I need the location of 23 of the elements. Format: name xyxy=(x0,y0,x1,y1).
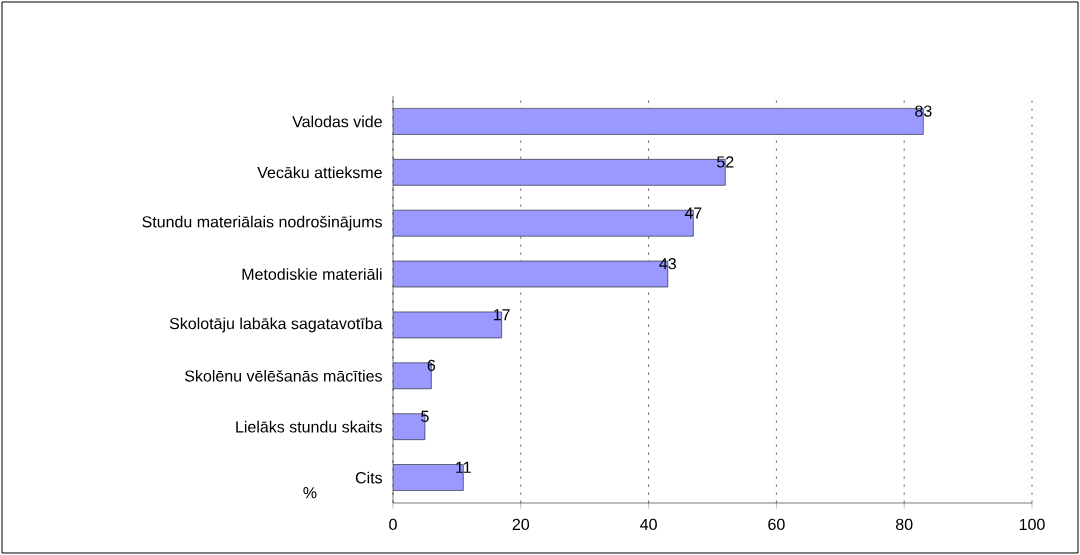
y-tick-label: Skolotāju labāka sagatavotība xyxy=(169,317,383,333)
y-tick-label: Metodiskie materiāli xyxy=(242,268,382,280)
data-label: 52 xyxy=(717,156,734,168)
data-label: 47 xyxy=(684,207,702,219)
x-tick-label: 80 xyxy=(896,518,913,531)
x-tick-label: 20 xyxy=(512,518,530,531)
x-tick-label: 0 xyxy=(389,518,397,531)
data-label: 5 xyxy=(421,410,429,422)
data-label: 17 xyxy=(493,309,510,321)
y-tick-label: Vecāku attieksme xyxy=(257,166,382,179)
data-label: 11 xyxy=(456,461,471,473)
data-label: 6 xyxy=(427,359,436,372)
data-label: 83 xyxy=(915,105,932,117)
y-tick-label: Valodas vide xyxy=(292,115,382,128)
x-tick-label: 100 xyxy=(1019,518,1045,531)
y-tick-label: Stundu materiālais nodrošinājums xyxy=(142,215,382,231)
data-label: 43 xyxy=(659,258,676,270)
y-tick-label: Skolēnu vēlēšanās mācīties xyxy=(185,369,382,382)
x-axis-title: % xyxy=(303,487,317,499)
y-tick-label: Cits xyxy=(355,471,383,484)
y-tick-label: Lielāks stundu skaits xyxy=(236,420,382,433)
x-tick-label: 60 xyxy=(768,518,785,531)
x-tick-label: 40 xyxy=(640,518,657,531)
